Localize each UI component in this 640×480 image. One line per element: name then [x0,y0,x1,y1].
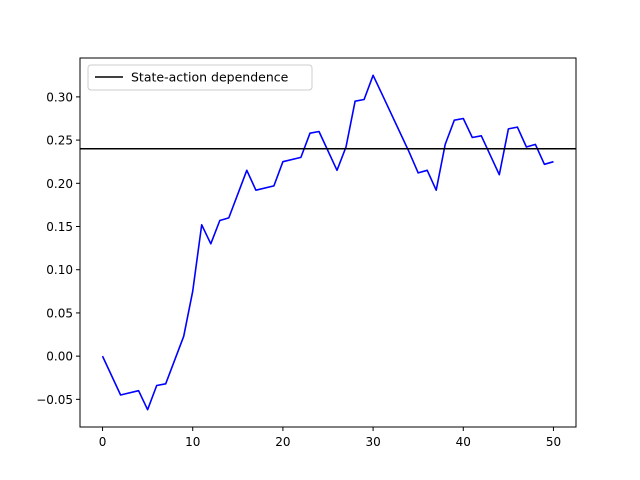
data-point [201,224,203,226]
data-point [544,163,546,165]
y-tick-label: 0.20 [46,177,73,191]
data-point [471,137,473,139]
data-point [318,131,320,133]
data-point [517,126,519,128]
data-point [535,144,537,146]
data-point [228,217,230,219]
data-point [255,189,257,191]
data-point [282,161,284,163]
y-tick-label: 0.05 [46,306,73,320]
data-point [444,144,446,146]
data-point [481,135,483,137]
y-tick-label: 0.10 [46,263,73,277]
data-point [219,220,221,222]
data-point [336,170,338,172]
data-point [435,189,437,191]
data-point [372,74,374,76]
data-point [183,335,185,337]
y-tick-label: 0.00 [46,350,73,364]
axes: 0 10 20 30 40 50 −0.05 0.00 0.05 0.10 0.15 0.20 0.25… [36,57,577,449]
legend-box [87,64,313,91]
data-point [408,151,410,153]
data-point [345,146,347,148]
y-tick-label: 0.15 [46,220,73,234]
y-tick-label: 0.25 [46,134,73,148]
legend: State-action dependence [87,64,313,91]
plot-area [80,74,576,411]
data-point [156,385,158,387]
data-point [246,170,248,172]
data-point [363,99,365,101]
x-tick-label: 40 [456,435,471,449]
data-point [508,128,510,130]
data-point [381,93,383,95]
x-tick-label: 50 [546,435,561,449]
x-tick-label: 20 [275,435,290,449]
data-point [526,146,528,148]
data-point [165,383,167,385]
y-tick-label: 0.30 [46,90,73,104]
x-tick-label: 0 [99,435,107,449]
data-point [309,132,311,134]
data-point [147,409,149,411]
x-tick-label: 10 [185,435,200,449]
data-point [120,394,122,396]
data-point [138,390,140,392]
data-point [426,170,428,172]
axes-frame [79,57,577,428]
data-point [499,174,501,176]
data-point [462,118,464,120]
data-point [210,243,212,245]
x-tick-label: 30 [365,435,380,449]
data-point [102,355,104,357]
legend-label: State-action dependence [131,70,289,85]
data-point [273,185,275,187]
data-point [192,291,194,293]
data-point [300,157,302,159]
y-tick-label: −0.05 [36,393,73,407]
data-point [417,172,419,174]
data-point [553,161,555,163]
data-point [453,119,455,121]
data-point [354,100,356,102]
